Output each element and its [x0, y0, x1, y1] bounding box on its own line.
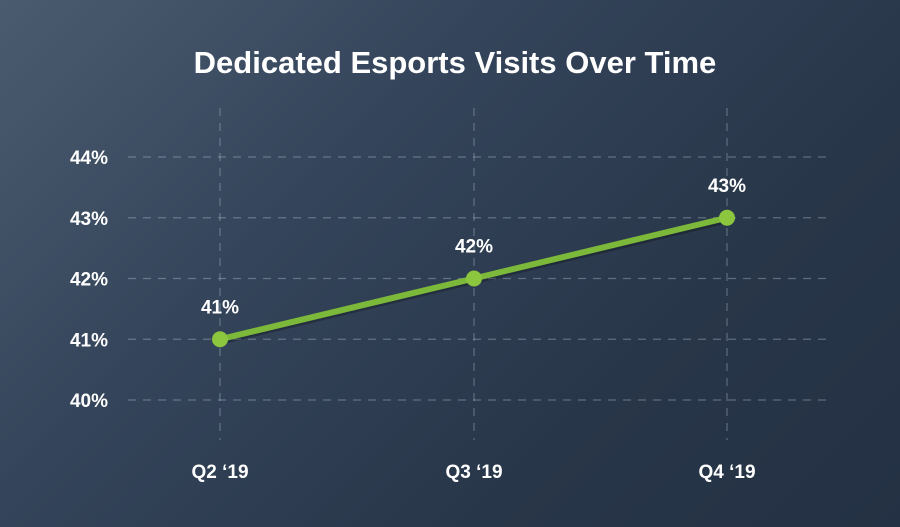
y-tick-label: 42%: [70, 270, 108, 291]
data-point: [466, 270, 482, 287]
x-tick-label: Q2 ‘19: [191, 462, 248, 483]
y-tick-label: 41%: [70, 330, 108, 351]
y-tick-label: 44%: [70, 148, 108, 169]
data-point: [212, 331, 228, 348]
x-tick-label: Q4 ‘19: [698, 462, 755, 483]
y-tick-label: 40%: [70, 391, 108, 412]
data-label: 42%: [455, 237, 493, 258]
data-label: 43%: [708, 176, 746, 197]
y-tick-label: 43%: [70, 209, 108, 230]
data-label: 41%: [201, 297, 239, 318]
data-point: [719, 209, 735, 226]
x-tick-label: Q3 ‘19: [445, 462, 502, 483]
chart-title: Dedicated Esports Visits Over Time: [194, 45, 717, 80]
